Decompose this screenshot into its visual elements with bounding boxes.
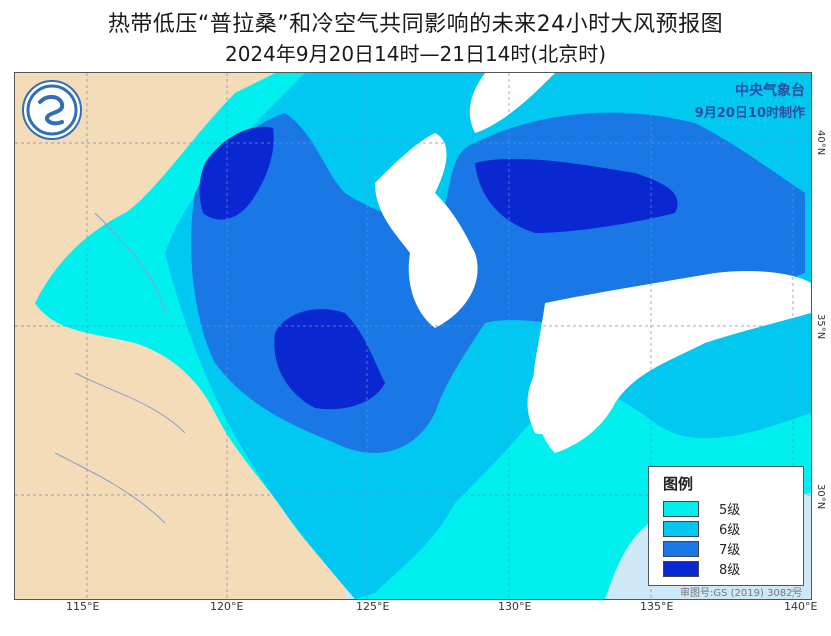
lon-label-135: 135°E <box>640 600 674 613</box>
agency-block: 中央气象台 9月20日10时制作 <box>640 80 805 121</box>
lon-label-115: 115°E <box>66 600 100 613</box>
cma-logo-icon <box>22 80 82 140</box>
legend-item-7: 7级 <box>663 539 793 558</box>
map-approval-number: 审图号:GS (2019) 3082号 <box>680 588 803 599</box>
wind-level-8-bohai <box>199 126 274 220</box>
legend-label-7: 7级 <box>719 543 741 558</box>
lon-label-140: 140°E <box>784 600 818 613</box>
legend-item-8: 8级 <box>663 559 793 578</box>
korea-peninsula <box>375 133 478 328</box>
legend-swatch-8 <box>663 561 699 577</box>
legend-label-6: 6级 <box>719 523 741 538</box>
lat-label-30: 30°N <box>815 484 826 510</box>
legend-title: 图例 <box>663 475 694 493</box>
legend-swatch-7 <box>663 541 699 557</box>
legend-label-5: 5级 <box>719 503 741 518</box>
lat-label-40: 40°N <box>815 130 826 156</box>
lon-label-130: 130°E <box>498 600 532 613</box>
japan-kyushu <box>527 373 575 434</box>
map-title: 热带低压“普拉桑”和冷空气共同影响的未来24小时大风预报图 <box>107 12 724 37</box>
legend-item-6: 6级 <box>663 519 793 538</box>
lon-label-120: 120°E <box>210 600 244 613</box>
legend-item-5: 5级 <box>663 499 793 518</box>
lon-label-125: 125°E <box>356 600 390 613</box>
wind-map-svg <box>15 73 811 599</box>
wind-level-8-japan-sea <box>475 158 678 233</box>
lat-label-35: 35°N <box>815 314 826 340</box>
legend-label-8: 8级 <box>719 563 741 578</box>
province-borders <box>54 212 186 524</box>
agency-name: 中央气象台 <box>735 83 805 99</box>
legend: 图例 5级 6级 7级 8级 <box>648 466 804 586</box>
title-block: 热带低压“普拉桑”和冷空气共同影响的未来24小时大风预报图 2024年9月20日… <box>0 0 831 70</box>
map-area[interactable] <box>14 72 812 600</box>
northeast-land <box>469 73 555 133</box>
legend-swatch-6 <box>663 521 699 537</box>
wind-level-8-yellow-sea <box>274 309 385 410</box>
japan-honshu <box>533 271 811 453</box>
made-time: 9月20日10时制作 <box>694 106 805 121</box>
map-subtitle: 2024年9月20日14时—21日14时(北京时) <box>224 42 607 66</box>
legend-swatch-5 <box>663 501 699 517</box>
